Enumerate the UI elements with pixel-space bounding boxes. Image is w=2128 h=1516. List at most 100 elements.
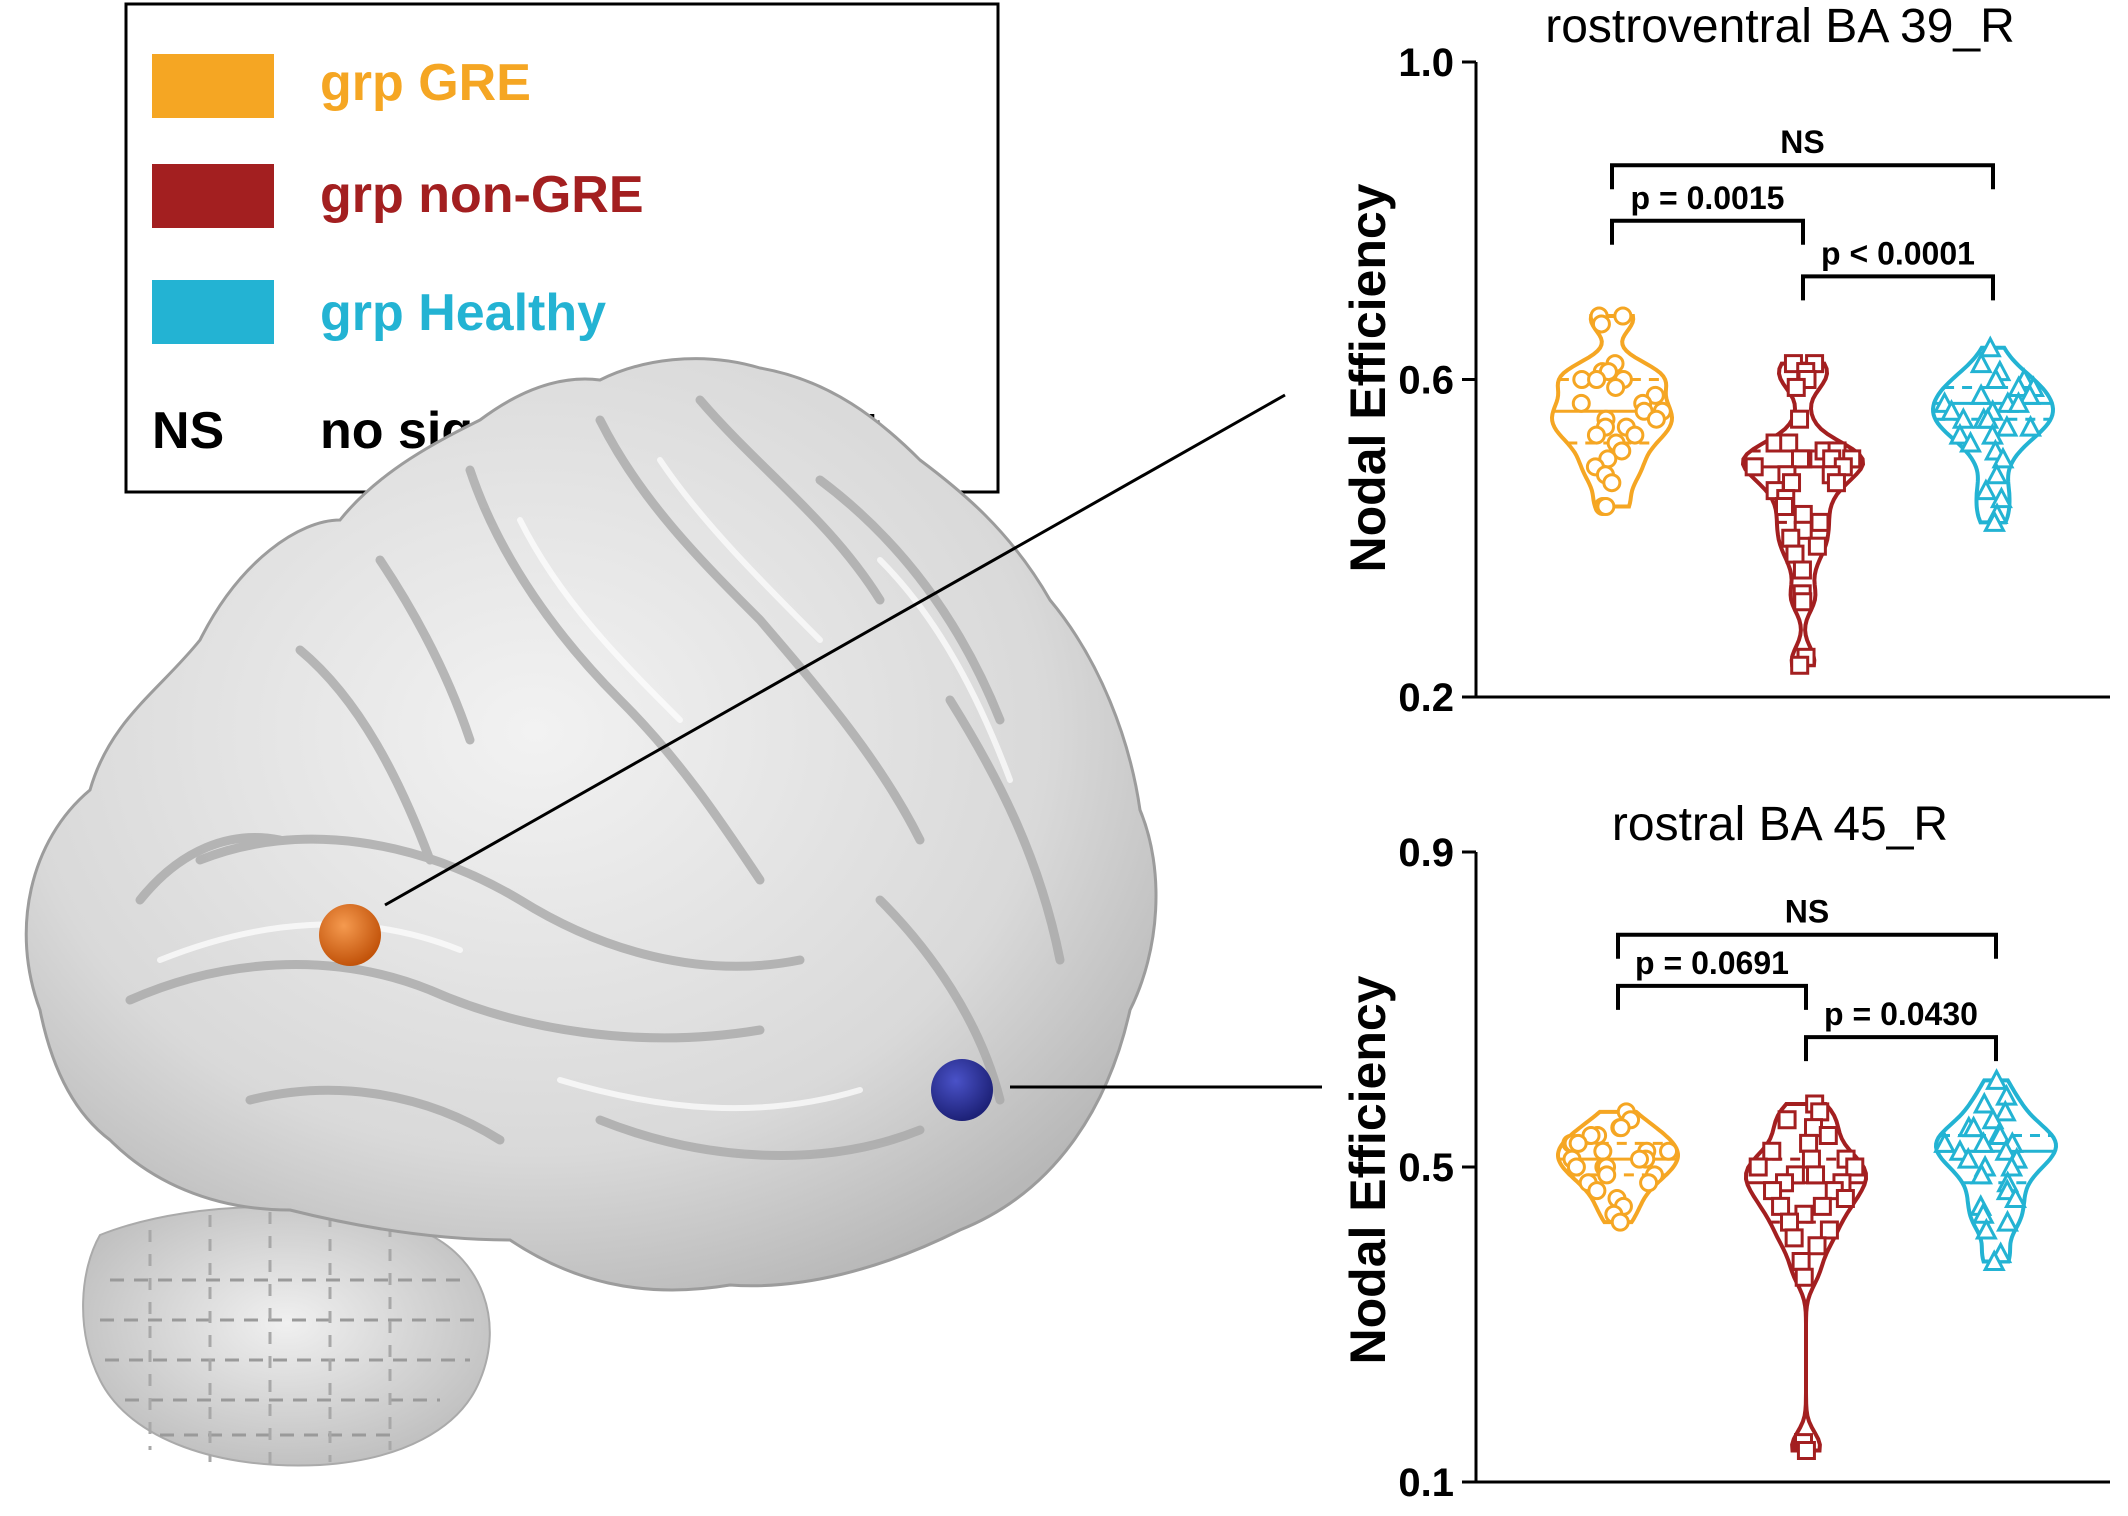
- significance-label: p = 0.0691: [1635, 945, 1789, 981]
- data-point: [1784, 1228, 1804, 1248]
- data-point: [1985, 462, 2009, 485]
- data-point: [1646, 409, 1666, 429]
- data-point: [1962, 1115, 1986, 1138]
- data-point: [1799, 1133, 1819, 1153]
- data-point: [1978, 335, 2002, 358]
- data-point: [1779, 433, 1799, 453]
- data-point: [1777, 1110, 1797, 1130]
- data-point: [1985, 1068, 2009, 1090]
- violin-1: [1743, 1102, 1869, 1453]
- significance-label: p < 0.0001: [1821, 235, 1975, 271]
- violin-2: [1933, 1078, 2059, 1264]
- data-point: [1744, 457, 1764, 477]
- y-tick-label: 0.9: [1398, 831, 1454, 875]
- data-point: [1602, 473, 1622, 493]
- data-point: [1807, 1236, 1827, 1256]
- chart-title-ba39: rostroventral BA 39_R: [1545, 0, 2015, 53]
- data-point: [1593, 1141, 1613, 1161]
- marker-rostroventral-ba39: [319, 904, 381, 966]
- data-point: [1948, 422, 1972, 445]
- data-point: [1587, 370, 1607, 389]
- significance-bracket: [1804, 1035, 1998, 1062]
- data-point: [1807, 536, 1827, 556]
- data-point: [1639, 1173, 1659, 1193]
- data-point: [1748, 1157, 1768, 1177]
- legend-swatch-healthy: [152, 280, 274, 344]
- data-point: [1812, 1196, 1832, 1216]
- chart-title-ba45: rostral BA 45_R: [1612, 798, 1948, 851]
- significance-label: NS: [1785, 894, 1829, 930]
- data-point: [1597, 1165, 1617, 1185]
- data-point: [1806, 1165, 1826, 1185]
- data-point: [1810, 512, 1830, 532]
- data-point: [1790, 409, 1810, 429]
- data-point: [2018, 383, 2042, 405]
- significance-label: p = 0.0015: [1631, 180, 1785, 216]
- legend-label-non-gre: grp non-GRE: [320, 166, 644, 224]
- data-point: [1819, 1220, 1839, 1240]
- data-point: [1969, 383, 1993, 405]
- y-tick-label: 0.1: [1398, 1461, 1454, 1505]
- y-tick-label: 0.2: [1398, 676, 1454, 720]
- data-point: [2019, 414, 2043, 437]
- data-point: [1976, 406, 2000, 429]
- data-point: [1982, 1249, 2006, 1271]
- data-point: [1781, 528, 1801, 548]
- data-point: [1613, 306, 1633, 326]
- data-point: [1780, 1212, 1800, 1232]
- cerebrum: [24, 357, 1158, 1292]
- y-tick-label: 0.6: [1398, 359, 1454, 403]
- chart-panel-ba39: rostroventral BA 39_R Nodal Efficiency 0…: [1340, 0, 2110, 720]
- cerebellum: [82, 1205, 491, 1467]
- data-point: [1606, 377, 1626, 397]
- data-point: [1586, 425, 1606, 445]
- data-point: [1771, 1196, 1791, 1216]
- data-point: [1774, 497, 1794, 516]
- data-point: [1981, 1107, 2005, 1130]
- data-point: [1980, 422, 2004, 445]
- data-point: [1994, 1139, 2018, 1161]
- data-point: [1792, 560, 1812, 580]
- data-point: [1625, 425, 1645, 445]
- data-point: [1996, 1209, 2019, 1232]
- data-point: [1790, 449, 1810, 469]
- legend-swatch-non-gre: [152, 164, 274, 228]
- y-axis-label-ba39: Nodal Efficiency: [1340, 183, 1396, 572]
- y-axis-label-ba45: Nodal Efficiency: [1340, 975, 1396, 1364]
- data-point: [1782, 473, 1802, 493]
- legend-label-healthy: grp Healthy: [320, 284, 606, 342]
- legend: grp GRE grp non-GRE grp Healthy NS no si…: [124, 2, 1000, 494]
- data-point: [1610, 1212, 1630, 1232]
- data-point: [1835, 1189, 1855, 1208]
- data-point: [1974, 478, 1998, 501]
- brain-sulci: [125, 395, 1065, 1160]
- data-point: [2003, 1186, 2027, 1208]
- data-point: [1951, 406, 1975, 429]
- data-point: [1939, 399, 1963, 421]
- brain-highlights: [157, 457, 1013, 1112]
- significance-bracket: [1616, 983, 1808, 1010]
- data-point: [1587, 1181, 1607, 1201]
- data-point: [1591, 314, 1611, 334]
- significance-bracket: [1616, 932, 1998, 959]
- significance-label: p = 0.0430: [1824, 996, 1978, 1032]
- data-point: [1786, 377, 1806, 397]
- significance-bracket: [1610, 163, 1995, 190]
- data-point: [1659, 1141, 1679, 1161]
- data-point: [1762, 1141, 1782, 1161]
- data-point: [1826, 473, 1846, 493]
- data-point: [1793, 592, 1813, 612]
- data-point: [1612, 441, 1632, 461]
- data-point: [1959, 430, 1982, 453]
- data-point: [1763, 1181, 1783, 1201]
- data-point: [1785, 544, 1805, 564]
- data-point: [2000, 1154, 2024, 1177]
- data-point: [1974, 1217, 1998, 1240]
- data-point: [1566, 1157, 1586, 1177]
- data-point: [1989, 486, 2013, 509]
- violin-1: [1740, 361, 1866, 668]
- data-point: [1970, 1162, 1993, 1185]
- data-point: [1956, 1146, 1980, 1169]
- data-point: [1568, 1133, 1588, 1153]
